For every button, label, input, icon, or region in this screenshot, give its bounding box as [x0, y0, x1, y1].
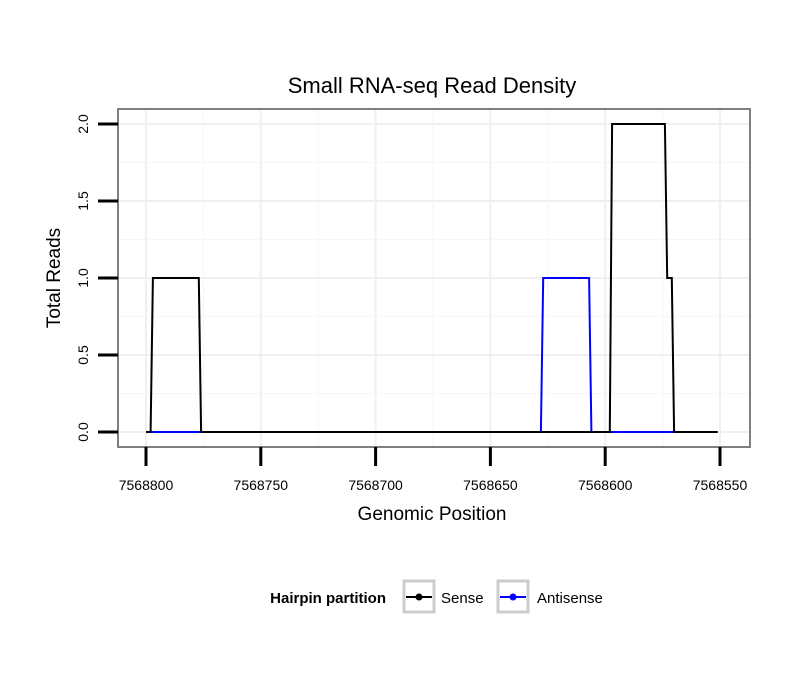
legend-label-sense: Sense: [441, 590, 484, 607]
chart-title: Small RNA-seq Read Density: [288, 73, 577, 98]
x-tick-label: 7568650: [463, 477, 518, 493]
y-tick-label: 0.5: [75, 345, 91, 365]
x-tick-label: 7568550: [693, 477, 748, 493]
y-tick-label: 1.5: [75, 191, 91, 211]
y-tick-label: 1.0: [75, 268, 91, 288]
legend: Hairpin partition Sense Antisense: [270, 579, 603, 614]
series-lines: [146, 123, 718, 433]
y-tick-label: 0.0: [75, 422, 91, 442]
legend-title: Hairpin partition: [270, 590, 386, 607]
x-tick-label: 7568600: [578, 477, 633, 493]
x-tick-label: 7568750: [234, 477, 289, 493]
legend-marker-sense: [415, 593, 423, 601]
x-axis-title: Genomic Position: [358, 504, 507, 525]
y-tick-label: 2.0: [75, 114, 91, 134]
x-tick-label: 7568800: [119, 477, 174, 493]
x-axis: 7568800 7568750 7568700 7568650 7568600 75685…: [119, 447, 748, 493]
series-line-sense: [146, 123, 718, 433]
legend-marker-antisense: [509, 593, 517, 601]
y-axis-title: Total Reads: [44, 228, 65, 328]
x-tick-label: 7568700: [348, 477, 403, 493]
y-axis: 0.0 0.5 1.0 1.5 2.0: [75, 114, 118, 442]
legend-label-antisense: Antisense: [537, 590, 603, 607]
